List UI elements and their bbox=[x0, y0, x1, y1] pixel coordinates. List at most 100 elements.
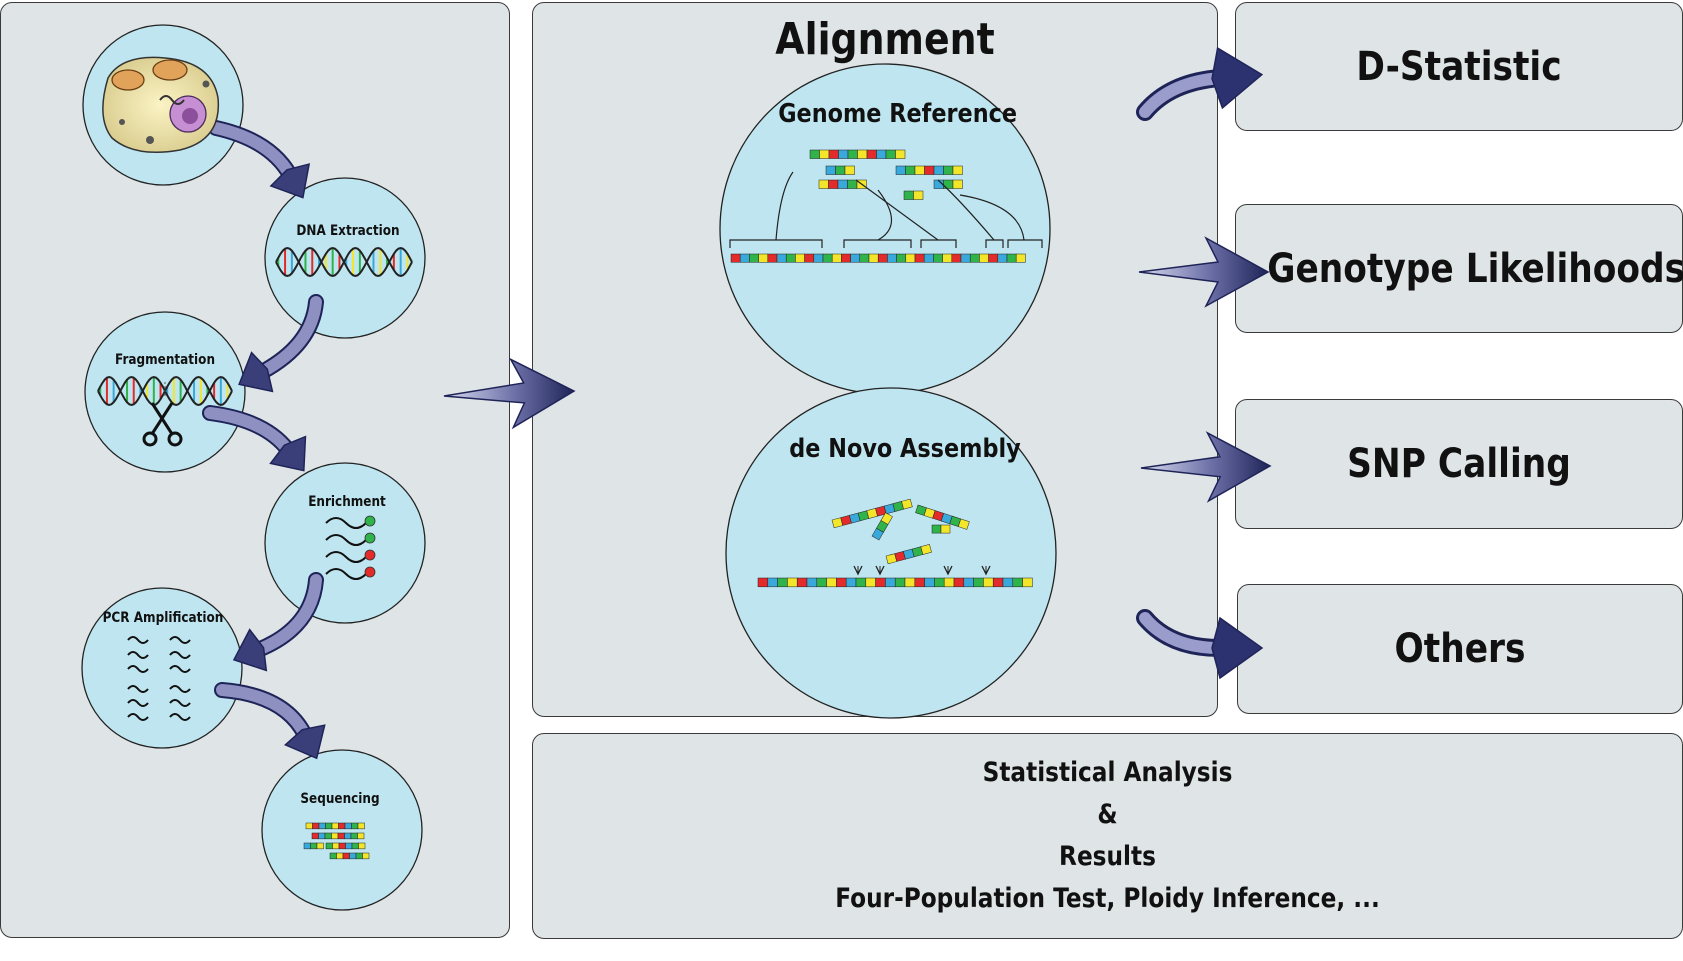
base-cell bbox=[357, 832, 365, 840]
statistical-analysis-text: Statistical Analysis & Results Four-Popu… bbox=[613, 752, 1601, 920]
er bbox=[159, 95, 185, 105]
base-cell bbox=[826, 577, 837, 588]
cell-icon bbox=[102, 56, 220, 153]
base-cell bbox=[973, 577, 984, 588]
base-cell bbox=[903, 190, 914, 200]
read-mapping-lines bbox=[729, 171, 1043, 248]
bracket bbox=[1007, 239, 1043, 248]
base-cell bbox=[809, 149, 820, 159]
step-circle-dna-extraction bbox=[264, 177, 426, 339]
base-cell bbox=[316, 842, 324, 850]
blade bbox=[150, 402, 174, 435]
bracket bbox=[843, 239, 912, 248]
base-cell bbox=[331, 822, 339, 830]
base-cell bbox=[866, 149, 877, 159]
base-cell bbox=[880, 512, 893, 525]
arrow-head bbox=[283, 724, 326, 760]
arrow-shape bbox=[1140, 431, 1272, 503]
curved-arrow-5 bbox=[214, 682, 326, 760]
contig-read bbox=[871, 512, 893, 541]
base-cell bbox=[934, 577, 945, 588]
reference-genome-sequence bbox=[730, 253, 1026, 263]
base-cell bbox=[338, 842, 346, 850]
base-cell bbox=[875, 577, 886, 588]
base-cell bbox=[914, 253, 925, 263]
dna-copy bbox=[127, 699, 149, 707]
base-cell bbox=[344, 832, 352, 840]
base-cell bbox=[831, 253, 842, 263]
base-cell bbox=[1012, 577, 1023, 588]
arrow-head bbox=[238, 351, 274, 393]
arrow-body bbox=[1139, 72, 1226, 118]
base-cell bbox=[777, 577, 788, 588]
base-cell bbox=[895, 149, 906, 159]
base-cell bbox=[847, 179, 858, 189]
merge-markers bbox=[853, 565, 991, 576]
arrow-body bbox=[252, 574, 322, 656]
base-cell bbox=[838, 149, 849, 159]
base-cell bbox=[904, 577, 916, 588]
dna-copy bbox=[169, 665, 191, 673]
arrow-head bbox=[269, 163, 311, 199]
base-cell bbox=[952, 165, 963, 175]
result-box-snp-calling: SNP Calling bbox=[1235, 399, 1683, 529]
base-cell bbox=[795, 253, 805, 263]
step-circle-sequencing bbox=[261, 749, 423, 911]
stats-line: Statistical Analysis bbox=[982, 757, 1233, 788]
enrichment-probes-icon bbox=[325, 515, 376, 580]
base-cell bbox=[351, 842, 359, 850]
base-cell bbox=[344, 822, 352, 830]
dna-copy bbox=[169, 699, 191, 707]
base-cell bbox=[857, 149, 868, 159]
base-cell bbox=[357, 822, 365, 830]
base-cell bbox=[318, 822, 326, 830]
de-novo-assembly-circle bbox=[725, 387, 1057, 719]
arrow-shape bbox=[443, 357, 576, 430]
base-cell bbox=[785, 253, 796, 263]
nucleolus bbox=[182, 108, 198, 124]
base-cell bbox=[362, 852, 370, 860]
sequencing-read bbox=[311, 832, 365, 840]
base-cell bbox=[835, 165, 846, 175]
probe-bead bbox=[364, 515, 376, 527]
base-cell bbox=[337, 832, 345, 840]
base-cell bbox=[1006, 253, 1017, 263]
pcr-copies-icon bbox=[127, 636, 191, 721]
base-cell bbox=[325, 842, 333, 850]
reference-read bbox=[933, 179, 963, 189]
arrow-head bbox=[1211, 46, 1264, 110]
result-box-others: Others bbox=[1237, 584, 1683, 714]
vesicle bbox=[119, 119, 125, 125]
assembled-sequence bbox=[757, 577, 1033, 588]
arrow-to-genotype-likelihoods bbox=[1138, 236, 1270, 308]
base-cell bbox=[914, 577, 925, 588]
base-cell bbox=[940, 524, 951, 534]
result-box-genotype-likelihoods: Genotype Likelihoods bbox=[1235, 204, 1683, 333]
base-cell bbox=[913, 190, 924, 200]
contig-read bbox=[831, 498, 913, 529]
base-cell bbox=[905, 165, 916, 175]
bracket bbox=[920, 239, 957, 248]
stats-line: Results bbox=[1059, 841, 1156, 872]
mapping-line bbox=[775, 171, 794, 241]
base-cell bbox=[844, 165, 855, 175]
arrow-to-alignment bbox=[443, 357, 576, 430]
curved-arrow-1 bbox=[208, 120, 311, 199]
base-cell bbox=[845, 577, 857, 588]
base-cell bbox=[804, 253, 815, 263]
base-cell bbox=[338, 822, 346, 830]
base-cell bbox=[822, 253, 833, 263]
dna-copy bbox=[127, 636, 149, 644]
mapping-line bbox=[855, 179, 939, 241]
base-cell bbox=[355, 852, 363, 860]
bracket bbox=[985, 239, 1004, 248]
base-cell bbox=[828, 149, 839, 159]
result-label: SNP Calling bbox=[1347, 441, 1571, 487]
reference-read bbox=[895, 165, 963, 175]
step-label-enrichment: Enrichment bbox=[308, 494, 386, 510]
contig-read bbox=[885, 544, 932, 565]
probe-strand bbox=[325, 517, 367, 529]
base-cell bbox=[841, 253, 851, 263]
